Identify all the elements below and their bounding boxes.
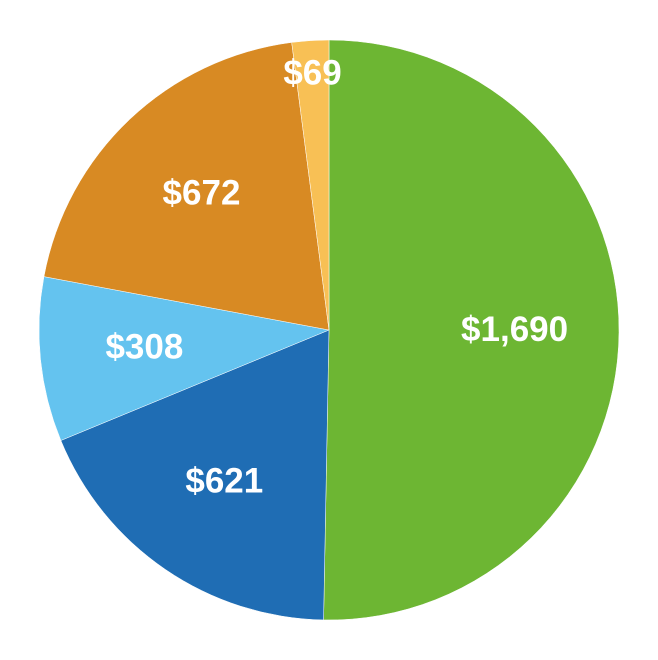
slice-label: $672: [163, 173, 241, 212]
pie-slice: [291, 39, 330, 331]
pie-slice: [60, 329, 330, 621]
slice-label: $1,690: [461, 310, 568, 349]
pie-slice: [38, 276, 330, 441]
slice-label: $621: [185, 462, 263, 501]
pie-slice: [323, 39, 620, 621]
pie-slice: [43, 42, 330, 331]
slice-label: $308: [105, 327, 183, 366]
slice-label: $69: [283, 54, 341, 93]
